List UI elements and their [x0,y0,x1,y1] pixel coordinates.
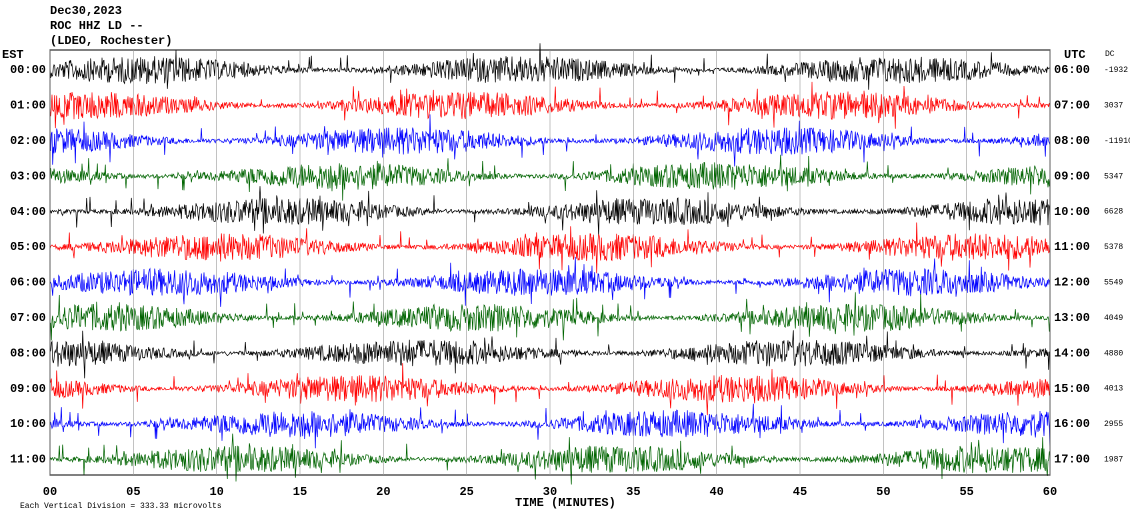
utc-label: 14:00 [1054,346,1090,360]
est-label: 02:00 [10,134,46,148]
utc-label: 17:00 [1054,453,1090,467]
dc-label: 4049 [1104,314,1123,323]
utc-label: 11:00 [1054,240,1090,254]
dc-label: 3037 [1104,102,1123,111]
utc-label: 09:00 [1054,169,1090,183]
date: Dec30,2023 [50,4,122,18]
x-tick-label: 40 [709,485,723,499]
x-tick-label: 60 [1043,485,1057,499]
x-tick-label: 50 [876,485,890,499]
dc-label: 1987 [1104,456,1123,465]
utc-label: 13:00 [1054,311,1090,325]
x-tick-label: 30 [543,485,557,499]
x-tick-label: 35 [626,485,640,499]
utc-label: 10:00 [1054,205,1090,219]
utc-label: 06:00 [1054,63,1090,77]
dc-label: 4013 [1104,385,1123,394]
x-tick-label: 55 [959,485,973,499]
utc-label: 12:00 [1054,276,1090,290]
x-tick-label: 45 [793,485,807,499]
utc-label: 16:00 [1054,417,1090,431]
est-label: 01:00 [10,99,46,113]
x-tick-label: 20 [376,485,390,499]
est-label: 07:00 [10,311,46,325]
est-label: 10:00 [10,417,46,431]
dc-label: 5378 [1104,243,1123,252]
utc-label: 08:00 [1054,134,1090,148]
est-label: 09:00 [10,382,46,396]
dc-title: DC [1105,50,1115,59]
utc-label: 07:00 [1054,99,1090,113]
station: ROC HHZ LD -- [50,19,144,33]
dc-label: 6628 [1104,208,1123,217]
est-label: 06:00 [10,276,46,290]
est-label: 04:00 [10,205,46,219]
utc-title: UTC [1064,48,1086,62]
est-label: 00:00 [10,63,46,77]
est-label: 03:00 [10,169,46,183]
x-tick-label: 15 [293,485,307,499]
x-tick-label: 05 [126,485,140,499]
network: (LDEO, Rochester) [50,34,172,48]
x-axis-title: TIME (MINUTES) [515,496,616,510]
x-tick-label: 25 [459,485,473,499]
dc-label: 2955 [1104,420,1123,429]
utc-label: 15:00 [1054,382,1090,396]
footer: Each Vertical Division = 333.33 microvol… [20,502,222,511]
x-tick-label: 10 [209,485,223,499]
x-tick-label: 00 [43,485,57,499]
est-label: 08:00 [10,346,46,360]
dc-label: 5347 [1104,172,1123,181]
est-label: 05:00 [10,240,46,254]
est-title: EST [2,48,24,62]
est-label: 11:00 [10,453,46,467]
dc-label: -1191032 [1104,137,1130,146]
dc-label: -1932 [1104,66,1128,75]
dc-label: 5549 [1104,279,1123,288]
dc-label: 4880 [1104,349,1123,358]
